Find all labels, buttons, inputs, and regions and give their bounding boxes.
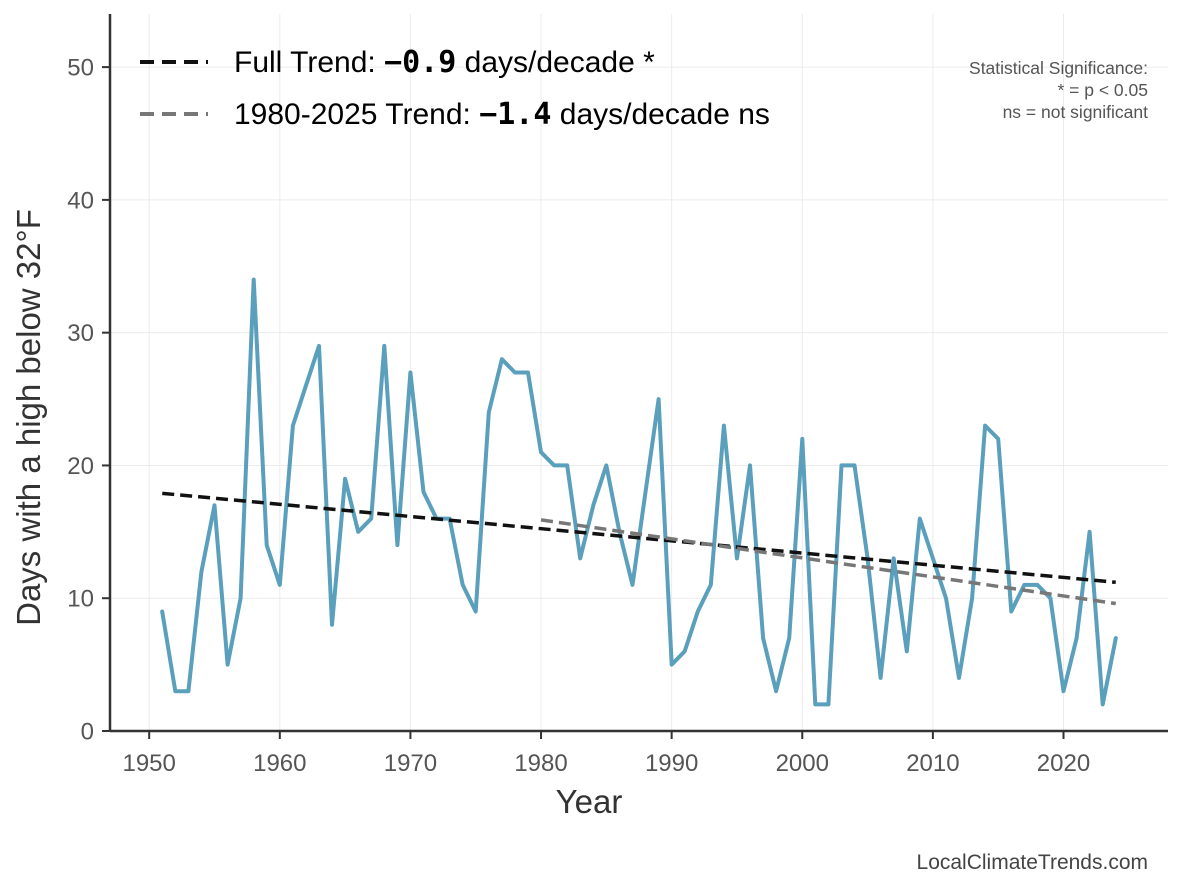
trend-line-0 <box>162 491 1116 585</box>
x-tick-label-1960: 1960 <box>253 750 306 777</box>
source-credit: LocalClimateTrends.com <box>917 851 1148 874</box>
y-gridlines <box>110 66 1168 732</box>
legend-entry-0-value: −0.9 <box>384 45 456 80</box>
trend-line-1 <box>540 518 1117 606</box>
x-tick-label-2020: 2020 <box>1037 750 1090 777</box>
significance-note-star: * = p < 0.05 <box>1058 80 1149 100</box>
legend-entry-0-suffix: days/decade * <box>456 46 655 79</box>
x-axis-title: Year <box>556 783 623 820</box>
legend-entry-1: 1980-2025 Trend: −1.4 days/decade ns <box>234 97 770 132</box>
legend-entry-1-prefix: 1980-2025 Trend: <box>234 98 479 131</box>
series-line-0 <box>160 277 1118 707</box>
y-tick-label-0: 0 <box>81 719 94 746</box>
x-tick-label-2000: 2000 <box>776 750 829 777</box>
legend-entry-1-value: −1.4 <box>479 97 551 132</box>
y-tick-label-20: 20 <box>67 453 94 480</box>
series-layer <box>160 277 1118 707</box>
y-tick-label-40: 40 <box>67 187 94 214</box>
y-tick-label-30: 30 <box>67 320 94 347</box>
x-tick-label-2010: 2010 <box>906 750 959 777</box>
x-tick-label-1990: 1990 <box>645 750 698 777</box>
y-axis-title: Days with a high below 32°F <box>10 209 47 626</box>
y-tick-label-50: 50 <box>67 55 94 82</box>
legend-entry-1-suffix: days/decade ns <box>551 98 769 131</box>
legend: Full Trend: −0.9 days/decade * 1980-2025 … <box>140 45 770 132</box>
y-tick-label-10: 10 <box>67 586 94 613</box>
x-tick-label-1970: 1970 <box>384 750 437 777</box>
significance-note-ns: ns = not significant <box>1003 102 1149 122</box>
x-tick-label-1950: 1950 <box>122 750 175 777</box>
legend-entry-0: Full Trend: −0.9 days/decade * <box>234 45 655 80</box>
significance-note: Statistical Significance: * = p < 0.05 n… <box>969 58 1148 122</box>
legend-entry-0-prefix: Full Trend: <box>234 46 384 79</box>
x-axis-ticks: 1950 1960 1970 1980 1990 2000 2010 2020 <box>122 731 1090 777</box>
y-axis-ticks: 0 10 20 30 40 50 <box>67 55 110 746</box>
significance-note-title: Statistical Significance: <box>969 58 1148 78</box>
x-tick-label-1980: 1980 <box>514 750 567 777</box>
trend-layer <box>162 491 1117 606</box>
